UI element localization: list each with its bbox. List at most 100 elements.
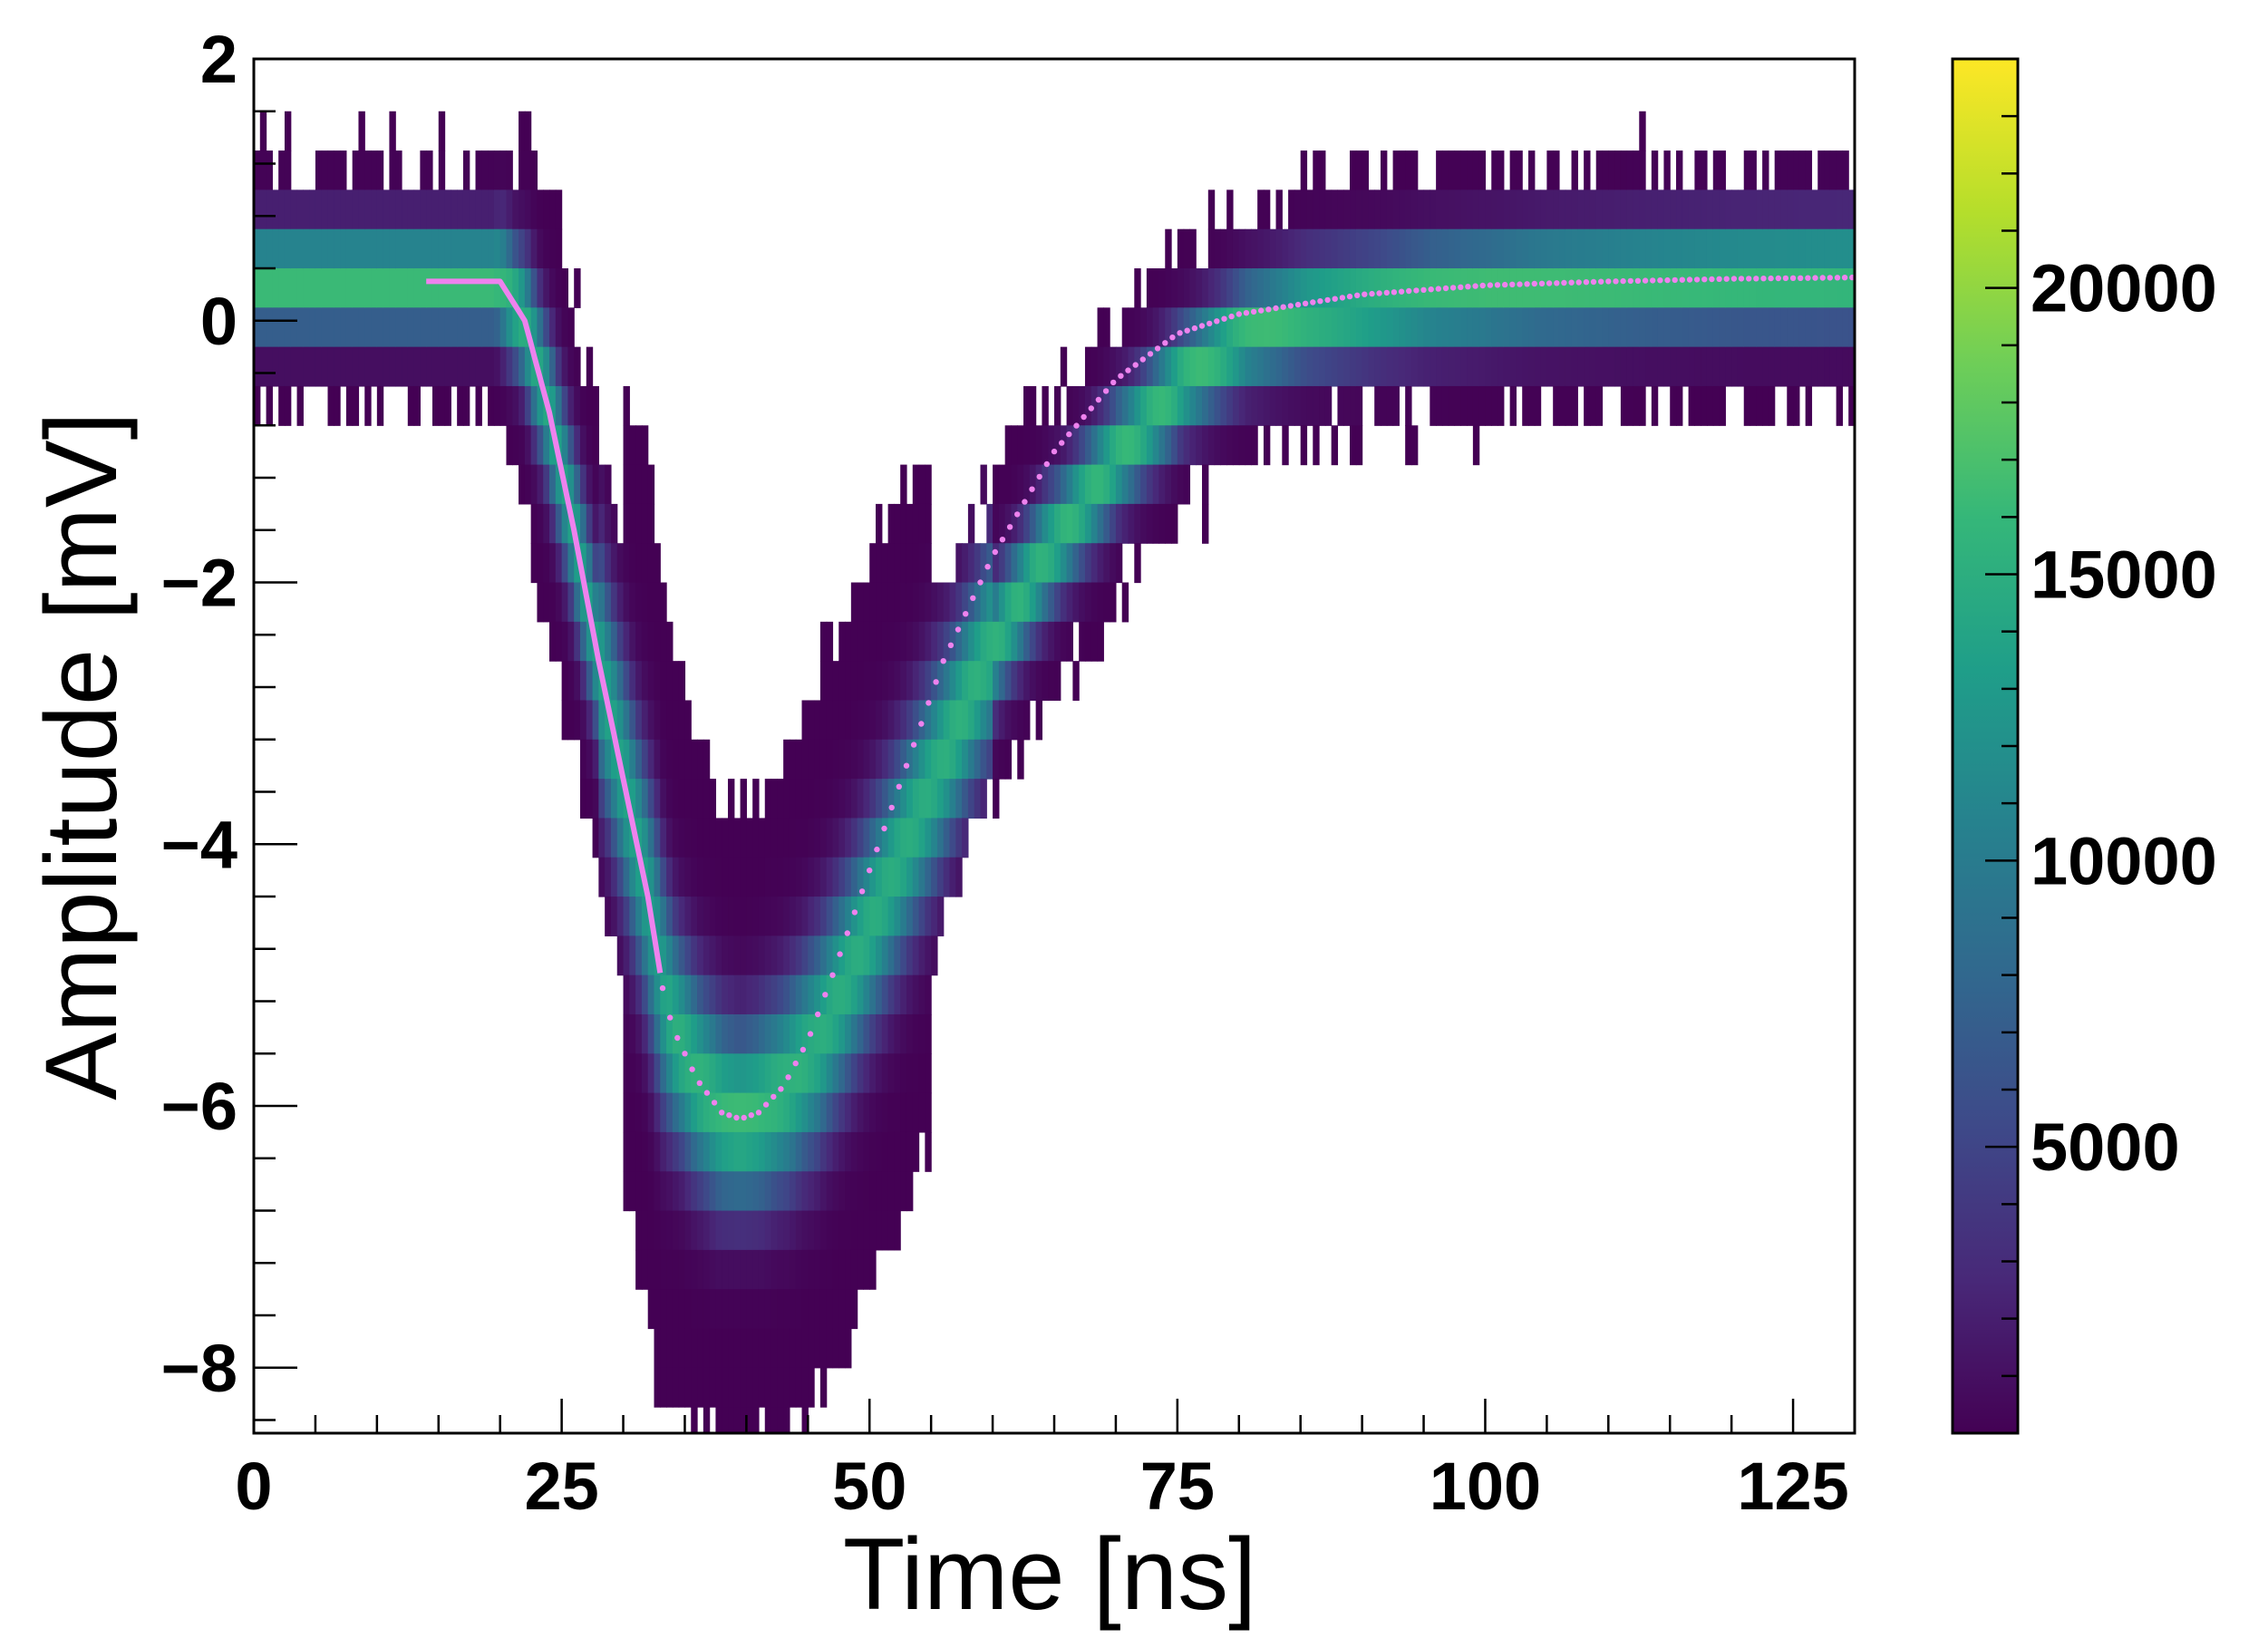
heatmap-cell [1836,307,1844,348]
heatmap-cell [666,1249,674,1290]
heatmap-cell [647,935,655,976]
heatmap-cell [1220,385,1227,426]
y-tick-label: 2 [200,22,237,97]
heatmap-cell [912,1131,920,1172]
heatmap-cell [1207,346,1216,387]
heatmap-cell [789,1249,797,1290]
heatmap-cell [703,1053,711,1094]
heatmap-cell [1633,268,1640,308]
heatmap-cell [296,228,304,269]
heatmap-cell [814,935,821,976]
heatmap-cell [1553,385,1560,426]
heatmap-cell [1701,228,1708,269]
heatmap-cell [1848,346,1855,387]
heatmap-cell [1158,307,1166,348]
heatmap-cell [752,1328,760,1369]
heatmap-cell [906,543,914,584]
heatmap-cell [777,1171,784,1212]
heatmap-cell [869,621,877,662]
heatmap-cell [1430,385,1437,426]
heatmap-cell [1196,385,1203,426]
fit-curve-point [910,742,917,748]
heatmap-cell [1017,503,1024,544]
heatmap-cell [850,818,858,858]
heatmap-cell [808,818,815,858]
heatmap-cell [1780,189,1788,230]
heatmap-cell [672,1249,680,1290]
heatmap-cell [845,1249,852,1290]
heatmap-cell [936,857,945,897]
heatmap-cell [955,582,963,623]
heatmap-cell [1633,150,1640,190]
heatmap-cell [1140,425,1148,466]
heatmap-cell [605,661,612,702]
heatmap-cell [949,779,956,819]
heatmap-cell [1595,150,1604,190]
heatmap-cell [1836,385,1844,426]
heatmap-cell [1355,268,1363,308]
heatmap-cell [272,189,279,230]
heatmap-cell [1780,150,1788,190]
heatmap-cell [1460,268,1468,308]
heatmap-cell [838,1328,846,1369]
heatmap-cell [986,582,993,623]
heatmap-cell [259,189,267,230]
heatmap-cell [1183,307,1191,348]
heatmap-cell [850,1013,858,1054]
heatmap-cell [1731,307,1739,348]
heatmap-cell [1171,307,1178,348]
fit-curve-point [1191,325,1198,332]
heatmap-cell [499,189,508,230]
y-tick-label: −6 [161,1069,237,1144]
heatmap-cell [1238,228,1246,269]
heatmap-cell [845,739,852,780]
heatmap-cell [1472,307,1480,348]
heatmap-cell [284,268,292,308]
heatmap-cell [709,1289,717,1330]
fit-curve-point [1487,282,1494,288]
heatmap-cell [838,739,846,780]
heatmap-cell [623,582,630,623]
heatmap-cell [918,1092,926,1133]
heatmap-cell [660,700,667,741]
heatmap-cell [1774,346,1782,387]
heatmap-cell [863,857,870,897]
heatmap-cell [1805,150,1813,190]
heatmap-cell [900,779,907,819]
heatmap-cell [1602,150,1609,190]
heatmap-cell [1540,307,1547,348]
heatmap-cell [949,582,956,623]
fit-curve-point [726,1112,732,1119]
heatmap-cell [691,1328,698,1369]
heatmap-cell [1060,346,1068,387]
heatmap-cell [1682,307,1690,348]
heatmap-cell [1503,268,1511,308]
heatmap-cell [457,189,464,230]
heatmap-cell [549,543,557,584]
heatmap-cell [629,464,636,505]
heatmap-cell [832,935,839,976]
heatmap-cell [1577,228,1585,269]
heatmap-cell [1392,268,1400,308]
heatmap-cell [746,1328,753,1369]
heatmap-cell [740,1013,747,1054]
heatmap-cell [752,1367,760,1408]
heatmap-cell [1035,661,1043,702]
heatmap-cell [1275,228,1283,269]
heatmap-cell [1749,346,1757,387]
heatmap-cell [1017,464,1024,505]
heatmap-cell [481,268,489,308]
heatmap-cell [1553,307,1560,348]
heatmap-cell [407,268,415,308]
heatmap-cell [1725,268,1732,308]
heatmap-cell [758,1289,766,1330]
heatmap-cell [1774,150,1782,190]
heatmap-cell [912,661,920,702]
heatmap-cell [635,464,643,505]
heatmap-cell [1423,307,1430,348]
heatmap-cell [635,897,643,936]
heatmap-cell [358,346,365,387]
fit-curve-point [1339,295,1346,301]
heatmap-cell [1035,503,1043,544]
heatmap-cell [623,1092,630,1133]
